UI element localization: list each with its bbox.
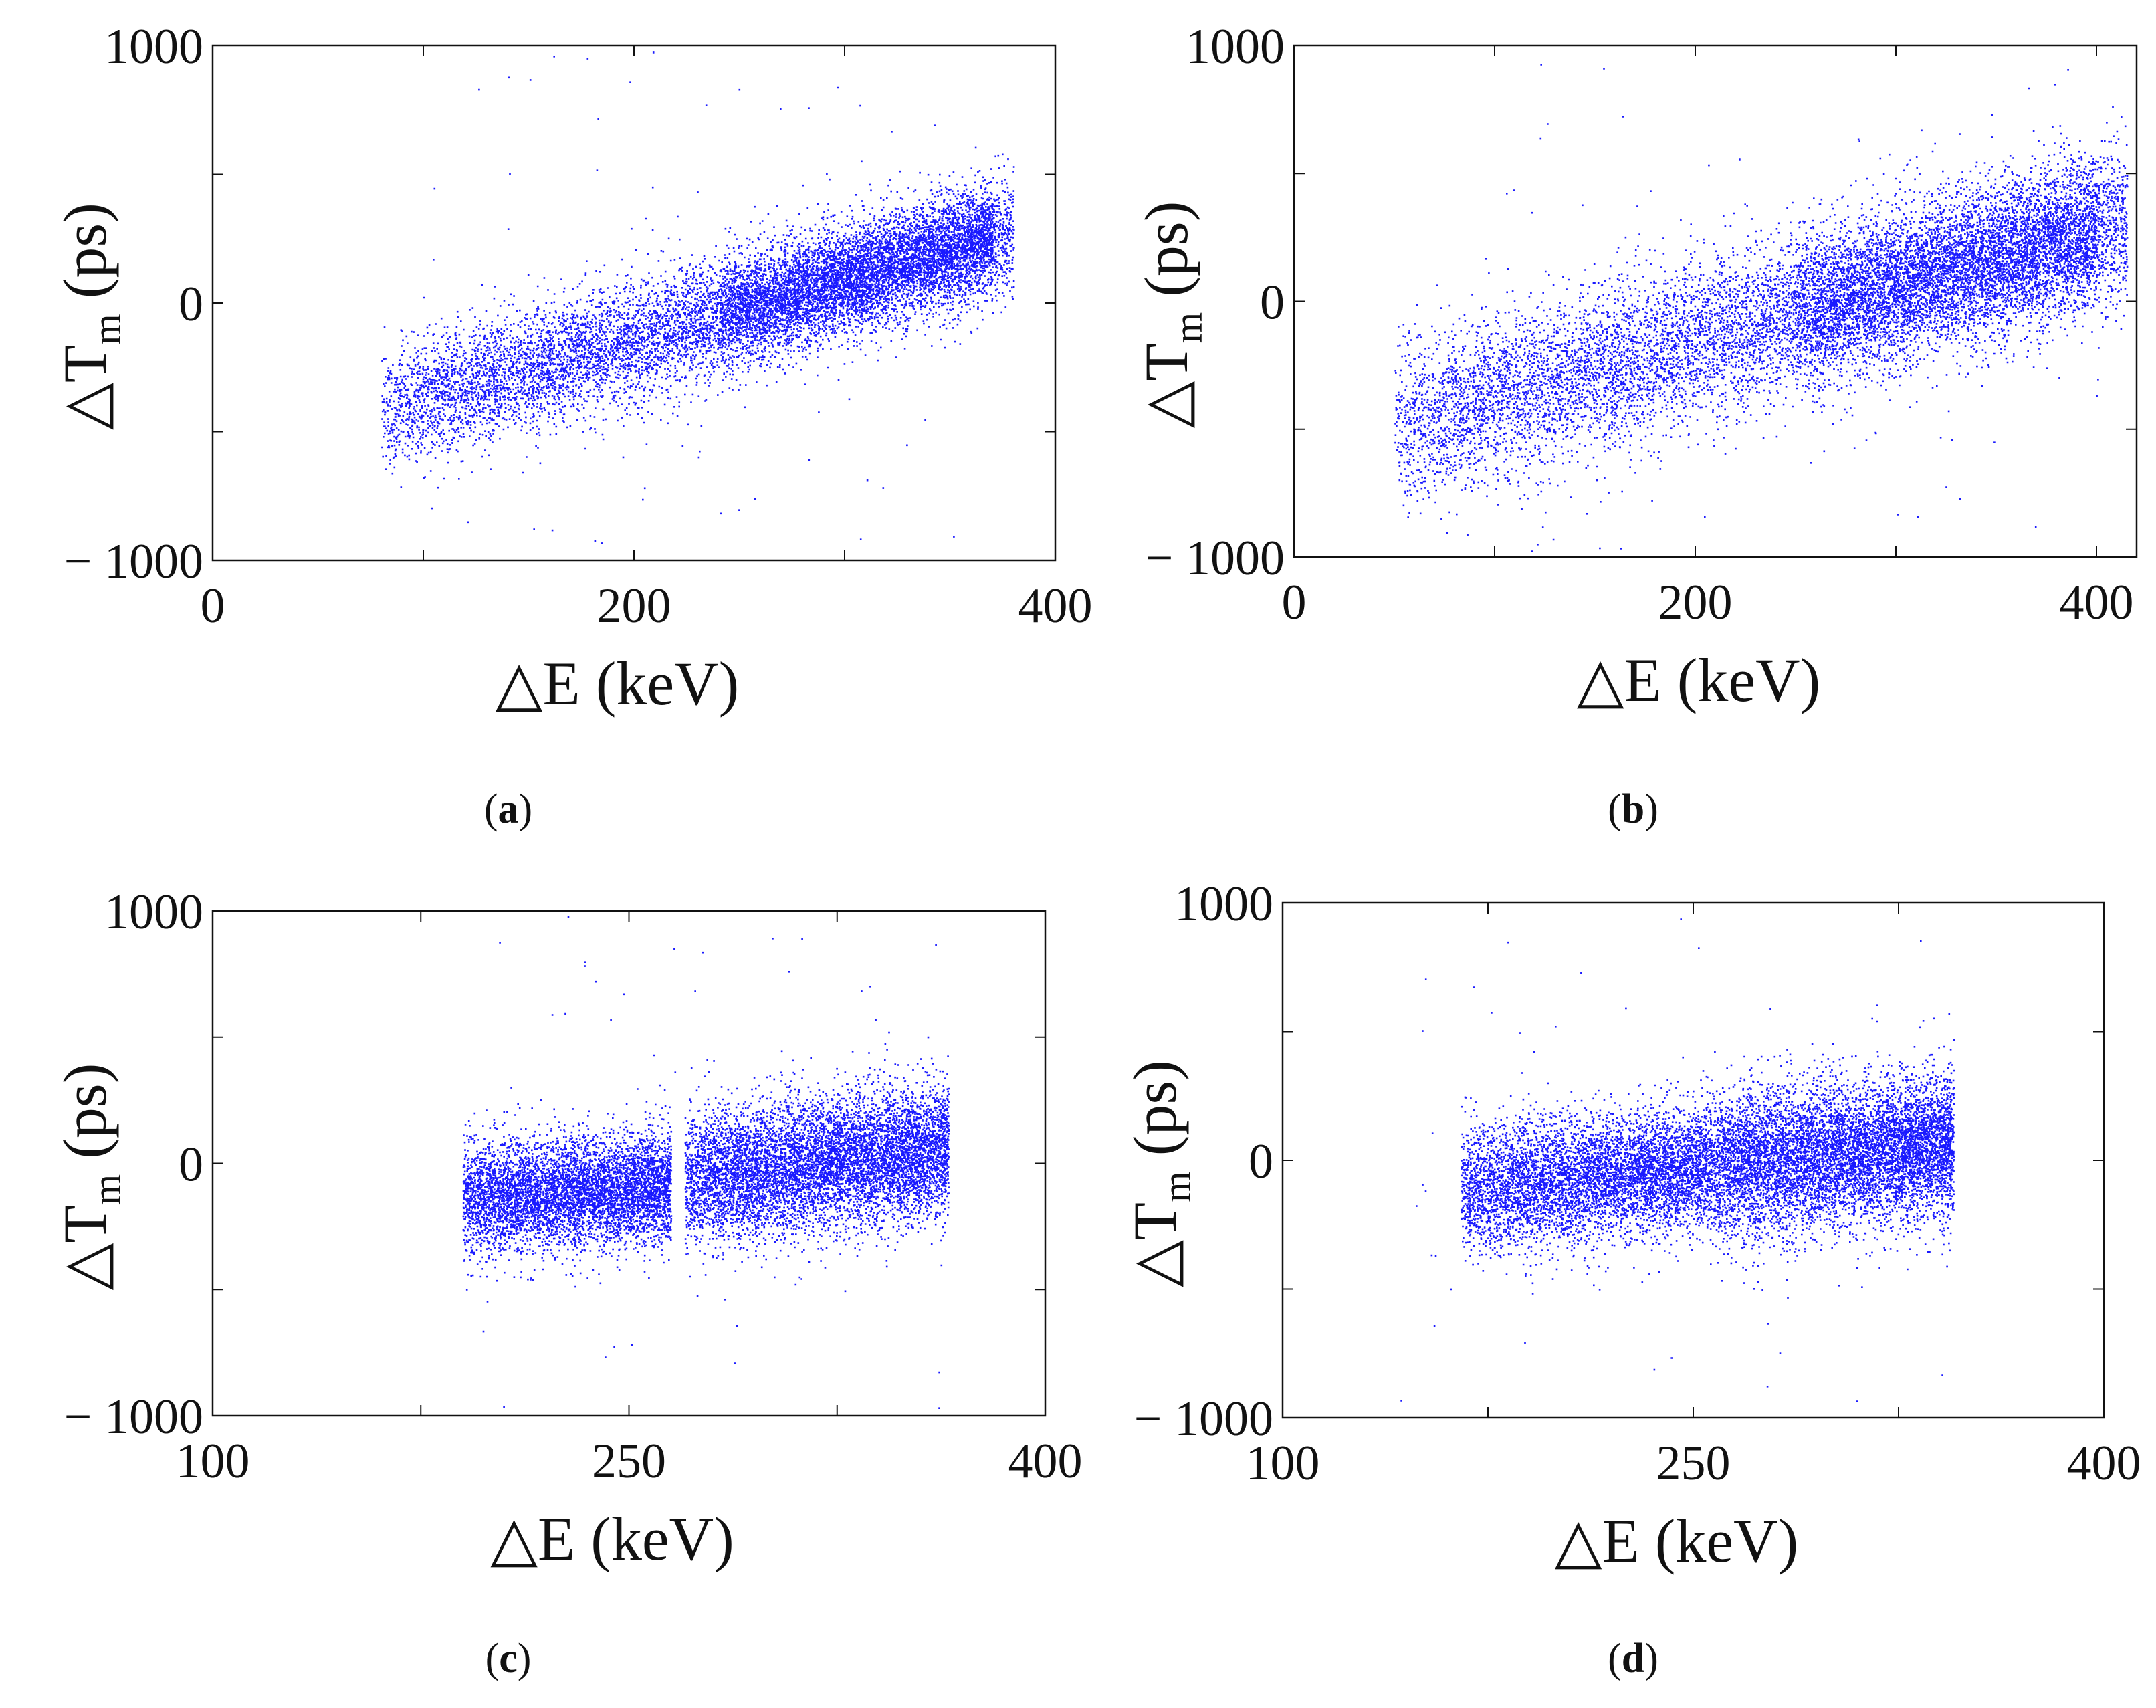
x-axis-label-c: △E (keV) [490, 1505, 734, 1573]
caption-a: (a) [483, 786, 533, 832]
x-tick-label-b-1: 200 [1658, 575, 1733, 630]
x-tick-label-c-2: 400 [1008, 1434, 1083, 1489]
caption-b: (b) [1608, 786, 1658, 832]
plot-frame-a [211, 44, 1057, 562]
x-tick-label-d-0: 100 [1246, 1436, 1320, 1491]
y-axis-label-b: △Tm (ps) [1132, 201, 1210, 429]
x-tick-label-a-1: 200 [597, 578, 671, 633]
x-tick-label-b-2: 400 [2060, 575, 2134, 630]
x-tick-label-d-2: 400 [2067, 1436, 2141, 1491]
caption-a-label: a [498, 786, 519, 832]
caption-c: (c) [485, 1636, 532, 1681]
caption-b-label: b [1621, 786, 1645, 832]
scatter-points-d [1400, 918, 1955, 1402]
x-tick-label-c-0: 100 [176, 1434, 250, 1489]
x-tick-label-a-2: 400 [1018, 578, 1093, 633]
y-tick-label-d-1: 0 [1249, 1134, 1273, 1189]
x-tick-label-d-1: 250 [1656, 1436, 1731, 1491]
scatter-points-a [381, 51, 1015, 544]
scatter-panel-d: 100 250 400 − 1000 0 1000 △E (keV) △Tm (ps) [1121, 877, 2141, 1575]
y-tick-label-c-0: − 1000 [64, 1390, 203, 1445]
y-axis-label-a: △Tm (ps) [51, 203, 129, 430]
x-axis-label-b: △E (keV) [1577, 646, 1821, 714]
y-tick-label-b-1: 0 [1260, 276, 1285, 330]
y-tick-label-d-2: 1000 [1174, 877, 1273, 932]
y-tick-label-c-2: 1000 [104, 885, 203, 940]
scatter-points-b [1394, 64, 2129, 552]
caption-d-label: d [1621, 1636, 1645, 1681]
y-tick-label-d-0: − 1000 [1134, 1392, 1273, 1447]
y-axis-label-d: △Tm (ps) [1121, 1060, 1199, 1287]
y-tick-label-b-0: − 1000 [1146, 531, 1285, 586]
x-tick-label-c-1: 250 [592, 1434, 666, 1489]
x-axis-label-a: △E (keV) [496, 649, 740, 718]
caption-c-label: c [499, 1636, 518, 1681]
y-tick-label-a-0: − 1000 [64, 534, 203, 589]
x-axis-label-d: △E (keV) [1555, 1507, 1799, 1575]
caption-d: (d) [1608, 1636, 1658, 1681]
y-tick-label-a-1: 0 [179, 277, 203, 332]
scatter-points-c [462, 916, 950, 1409]
x-tick-label-a-0: 0 [201, 578, 225, 633]
y-tick-label-b-2: 1000 [1186, 19, 1285, 74]
y-axis-label-c: △Tm (ps) [51, 1063, 129, 1291]
x-tick-label-b-0: 0 [1282, 575, 1307, 630]
y-tick-label-a-2: 1000 [104, 19, 203, 74]
scatter-panel-c: 100 250 400 − 1000 0 1000 △E (keV) △Tm (ps) [51, 885, 1083, 1573]
plot-frame-b [1293, 44, 2138, 558]
y-tick-label-c-1: 0 [179, 1138, 203, 1192]
